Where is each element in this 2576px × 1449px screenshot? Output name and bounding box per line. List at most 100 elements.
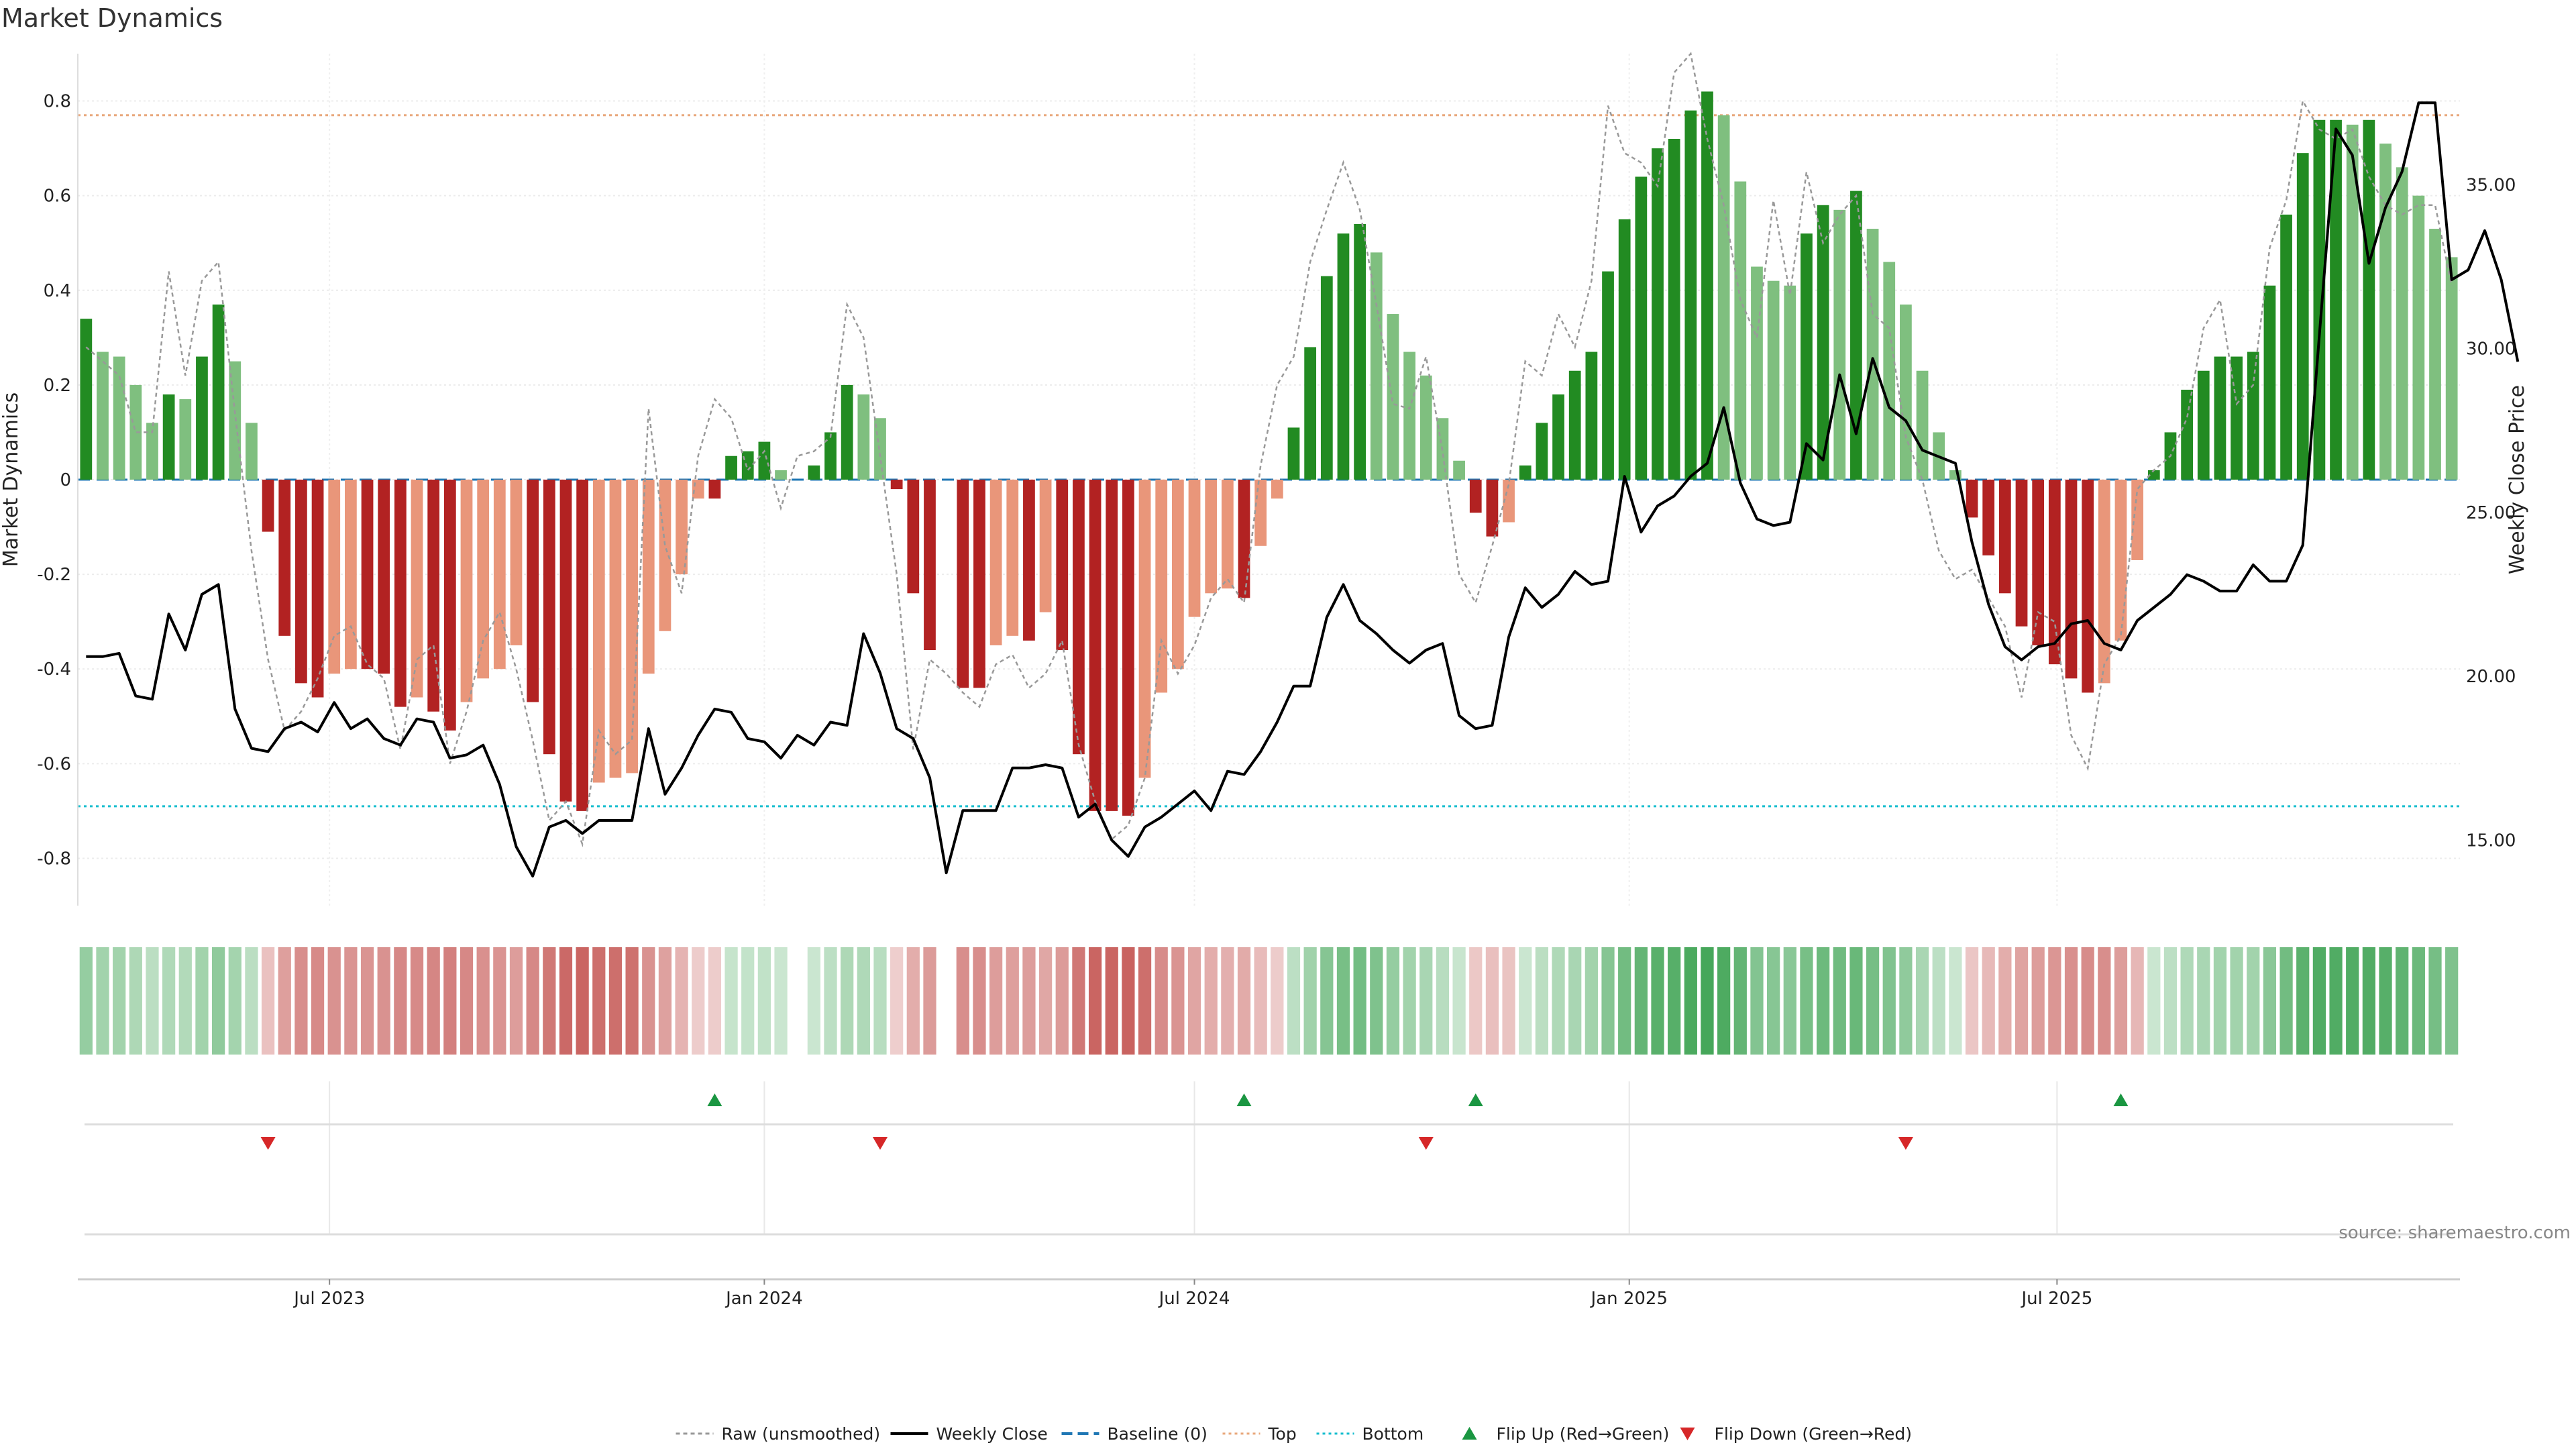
left-axis-label: Market Dynamics bbox=[0, 392, 23, 568]
dynamics-bar bbox=[559, 480, 572, 802]
dynamics-bar bbox=[477, 480, 490, 679]
heat-cell bbox=[2064, 947, 2078, 1055]
heat-cell bbox=[1849, 947, 1863, 1055]
heat-cell bbox=[1568, 947, 1582, 1055]
dynamics-bar bbox=[957, 480, 969, 688]
dynamics-bar bbox=[725, 455, 737, 480]
legend-label: Top bbox=[1268, 1424, 1297, 1444]
dynamics-bar bbox=[196, 356, 208, 480]
price-lines bbox=[85, 52, 2520, 877]
dynamics-bar bbox=[1287, 427, 1300, 480]
heat-cell bbox=[162, 947, 176, 1055]
dynamics-bar bbox=[2412, 195, 2425, 480]
heat-cell bbox=[2263, 947, 2277, 1055]
legend-label: Weekly Close bbox=[936, 1424, 1048, 1444]
heat-cell bbox=[906, 947, 920, 1055]
legend-item-flip-up: Flip Up (Red→Green) bbox=[1462, 1424, 1669, 1444]
heat-cell bbox=[1668, 947, 1681, 1055]
heat-cell bbox=[1122, 947, 1135, 1055]
heat-cell bbox=[1370, 947, 1383, 1055]
flip-marker-panel bbox=[85, 1093, 2453, 1236]
heat-cell bbox=[807, 947, 820, 1055]
left-tick-label: 0.8 bbox=[44, 92, 71, 112]
dynamics-bar bbox=[361, 480, 374, 669]
dynamics-bar bbox=[2363, 119, 2375, 480]
heat-cell bbox=[311, 947, 325, 1055]
dynamics-bar bbox=[2429, 229, 2441, 480]
heat-cell bbox=[2445, 947, 2459, 1055]
dynamics-bar bbox=[2082, 480, 2094, 693]
heat-cell bbox=[79, 947, 93, 1055]
flip-down-marker bbox=[260, 1137, 276, 1150]
dynamics-bar bbox=[1320, 276, 1333, 480]
dynamics-bar bbox=[1503, 480, 1515, 523]
axes: 0.8 0.6 0.4 0.2 0 -0.2 -0.4 -0.6 -0.8 35.00 30.00 2… bbox=[37, 54, 2516, 906]
dynamics-bar bbox=[1519, 465, 1532, 480]
heat-cell bbox=[460, 947, 474, 1055]
dynamics-bar bbox=[129, 384, 142, 480]
left-tick-label: 0.2 bbox=[44, 376, 71, 396]
dynamics-bar bbox=[1238, 480, 1250, 598]
heat-cell bbox=[294, 947, 308, 1055]
legend-label: Bottom bbox=[1362, 1424, 1424, 1444]
legend-label: Flip Down (Green→Red) bbox=[1715, 1424, 1913, 1444]
dynamics-bar bbox=[2131, 480, 2144, 560]
flip-down-marker bbox=[1898, 1137, 1913, 1150]
heat-cell bbox=[2180, 947, 2194, 1055]
heat-cell bbox=[2081, 947, 2094, 1055]
heat-cell bbox=[1651, 947, 1664, 1055]
heat-cell bbox=[642, 947, 655, 1055]
flip-up-marker bbox=[707, 1093, 722, 1106]
heat-cell bbox=[129, 947, 142, 1055]
heat-cell bbox=[1303, 947, 1317, 1055]
heat-cell bbox=[1833, 947, 1846, 1055]
heat-cell bbox=[394, 947, 407, 1055]
heat-cell bbox=[1767, 947, 1780, 1055]
dynamics-bar bbox=[609, 480, 622, 778]
dynamics-bar bbox=[1403, 352, 1415, 480]
x-tick-label: Jul 2025 bbox=[2020, 1289, 2092, 1309]
dynamics-bar bbox=[1916, 370, 1929, 480]
legend-item-baseline: Baseline (0) bbox=[1061, 1424, 1208, 1444]
heat-cell bbox=[410, 947, 424, 1055]
legend-item-flip-down: Flip Down (Green→Red) bbox=[1680, 1424, 1913, 1444]
heat-cell bbox=[178, 947, 192, 1055]
dynamics-bar bbox=[741, 451, 754, 480]
dynamics-bar bbox=[1469, 480, 1482, 513]
heat-cell bbox=[1469, 947, 1483, 1055]
regime-heat-strip bbox=[79, 947, 2459, 1055]
dynamics-bar bbox=[1701, 91, 1713, 480]
flip-down-marker bbox=[1418, 1137, 1434, 1150]
dynamics-bar bbox=[890, 480, 903, 490]
dynamics-bar bbox=[1122, 480, 1134, 816]
heat-cell bbox=[2031, 947, 2045, 1055]
heat-cell bbox=[824, 947, 837, 1055]
dynamics-bar bbox=[1883, 262, 1896, 480]
dynamics-bar bbox=[1106, 480, 1118, 811]
left-tick-label: -0.2 bbox=[37, 565, 71, 585]
heat-cell bbox=[1237, 947, 1251, 1055]
x-tick-label: Jul 2023 bbox=[292, 1289, 365, 1309]
dynamics-bar bbox=[527, 480, 539, 702]
dynamics-bar bbox=[841, 384, 853, 480]
heat-cell bbox=[96, 947, 109, 1055]
dynamics-bar bbox=[2263, 285, 2276, 480]
legend-item-close: Weekly Close bbox=[890, 1424, 1048, 1444]
dynamics-bar bbox=[2214, 356, 2226, 480]
heat-cell bbox=[228, 947, 241, 1055]
heat-cell bbox=[1585, 947, 1598, 1055]
dynamics-bar bbox=[1801, 233, 1813, 480]
left-tick-label: -0.4 bbox=[37, 659, 71, 680]
heat-cell bbox=[377, 947, 390, 1055]
heat-cell bbox=[1502, 947, 1515, 1055]
heat-cell bbox=[261, 947, 275, 1055]
dynamics-bar bbox=[808, 465, 820, 480]
dynamics-bar bbox=[2280, 214, 2292, 480]
x-axis-ticks: Jul 2023 Jan 2024 Jul 2024 Jan 2025 Jul 2025 bbox=[78, 1278, 2460, 1309]
heat-cell bbox=[2329, 947, 2343, 1055]
heat-cell bbox=[1386, 947, 1400, 1055]
heat-cell bbox=[692, 947, 705, 1055]
dynamics-bar bbox=[278, 480, 291, 636]
heat-cell bbox=[427, 947, 440, 1055]
heat-cell bbox=[2131, 947, 2144, 1055]
